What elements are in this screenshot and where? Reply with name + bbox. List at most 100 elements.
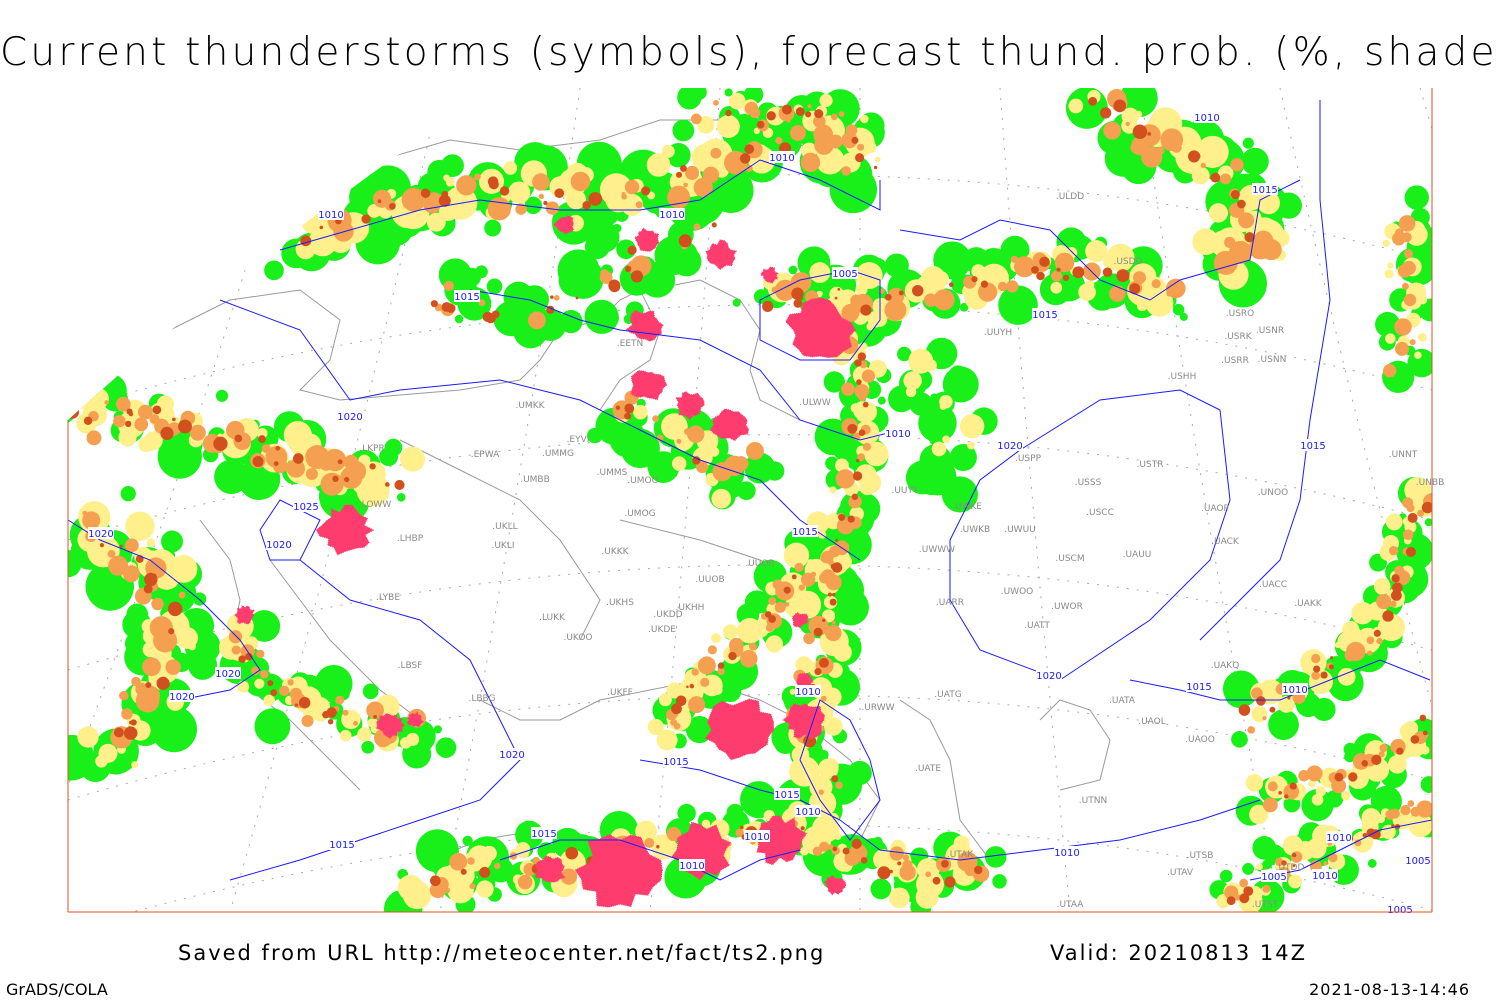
probability-cell <box>565 846 579 860</box>
probability-cell <box>462 835 473 846</box>
probability-cell <box>226 420 245 440</box>
probability-cell <box>87 518 97 528</box>
probability-cell <box>685 165 700 181</box>
probability-cell <box>218 438 226 445</box>
station-label: .UAUU <box>1123 550 1152 560</box>
probability-cell <box>119 690 129 701</box>
probability-cell <box>1135 110 1143 118</box>
probability-cell <box>810 571 817 577</box>
probability-cell <box>819 657 829 668</box>
probability-cell <box>1290 851 1303 863</box>
station-label: .UKLI <box>491 541 514 551</box>
probability-cell <box>1268 709 1299 741</box>
probability-cell <box>705 158 712 165</box>
probability-cell <box>856 459 860 463</box>
probability-cell <box>301 714 314 728</box>
probability-cell <box>1109 285 1126 302</box>
probability-cell <box>1420 745 1430 755</box>
probability-cell <box>371 718 378 725</box>
probability-cell <box>1262 716 1267 721</box>
station-label: .UAOL <box>1138 717 1166 727</box>
probability-cell <box>157 434 202 479</box>
probability-cell <box>543 200 548 206</box>
probability-cell <box>851 136 859 144</box>
probability-cell <box>834 296 838 300</box>
probability-cell <box>587 427 603 444</box>
probability-cell <box>842 847 850 855</box>
probability-cell <box>897 861 902 866</box>
probability-cell <box>850 403 861 413</box>
probability-cell <box>1256 863 1263 871</box>
probability-cell <box>783 542 810 569</box>
probability-cell <box>234 434 243 443</box>
probability-cell <box>884 299 907 322</box>
probability-cell <box>178 591 186 599</box>
probability-cell <box>319 225 324 230</box>
probability-cell <box>1062 274 1070 282</box>
generation-timestamp: 2021-08-13-14:46 <box>1309 980 1470 999</box>
probability-cell <box>1376 814 1386 824</box>
probability-cell <box>918 403 957 443</box>
probability-cell <box>1247 726 1255 734</box>
station-label: .UWOO <box>1001 587 1034 597</box>
isobar-label: 1025 <box>293 502 318 513</box>
probability-cell <box>847 515 855 523</box>
probability-cell <box>679 442 689 452</box>
probability-cell <box>624 179 640 195</box>
probability-cell <box>800 152 821 173</box>
probability-cell <box>588 192 603 206</box>
probability-cell <box>1308 779 1316 788</box>
probability-cell <box>1417 509 1425 517</box>
probability-cell <box>322 710 330 719</box>
probability-cell <box>854 383 870 399</box>
probability-cell <box>789 756 820 787</box>
probability-cell <box>841 166 851 176</box>
probability-cell <box>899 864 916 881</box>
probability-cell <box>1433 698 1447 712</box>
probability-cell <box>728 92 746 110</box>
probability-cell <box>807 104 812 109</box>
probability-cell <box>443 280 454 291</box>
probability-cell <box>1311 671 1321 680</box>
probability-cell <box>415 829 459 873</box>
probability-cell <box>1367 650 1373 656</box>
probability-cell <box>897 346 912 362</box>
probability-cell <box>373 714 377 719</box>
probability-cell <box>848 494 862 509</box>
isobar-label: 1020 <box>499 750 524 761</box>
probability-cell <box>120 486 136 502</box>
probability-cell <box>831 775 839 783</box>
probability-cell <box>822 618 826 623</box>
station-label: .UKOO <box>563 633 592 643</box>
probability-cell <box>474 173 481 181</box>
probability-cell <box>841 382 855 396</box>
probability-cell <box>298 696 311 709</box>
probability-cell <box>856 379 862 385</box>
probability-cell <box>1006 280 1019 293</box>
probability-cell <box>486 278 503 295</box>
probability-cell <box>974 865 983 875</box>
probability-cell <box>676 438 682 444</box>
probability-cell <box>1417 332 1427 342</box>
probability-cell <box>1381 824 1396 840</box>
isobar-label: 1020 <box>997 441 1022 452</box>
probability-cell <box>865 141 877 153</box>
probability-cell <box>827 592 832 597</box>
probability-cell <box>1136 300 1148 312</box>
probability-cell <box>677 803 696 823</box>
isobar-label: 1015 <box>1252 185 1277 196</box>
probability-cell <box>263 694 276 707</box>
station-label: .UUYH <box>984 328 1012 338</box>
probability-cell <box>1389 808 1400 819</box>
probability-cell <box>172 417 176 422</box>
probability-cell <box>1385 333 1396 344</box>
isobar-label: 1020 <box>88 529 113 540</box>
probability-cell <box>819 841 830 852</box>
probability-cell <box>1132 271 1146 285</box>
station-label: .ULWW <box>799 398 831 408</box>
probability-cell <box>855 262 883 289</box>
probability-cell <box>959 302 969 312</box>
probability-cell <box>503 161 518 175</box>
probability-cell <box>831 620 836 625</box>
probability-cell <box>1269 706 1276 713</box>
